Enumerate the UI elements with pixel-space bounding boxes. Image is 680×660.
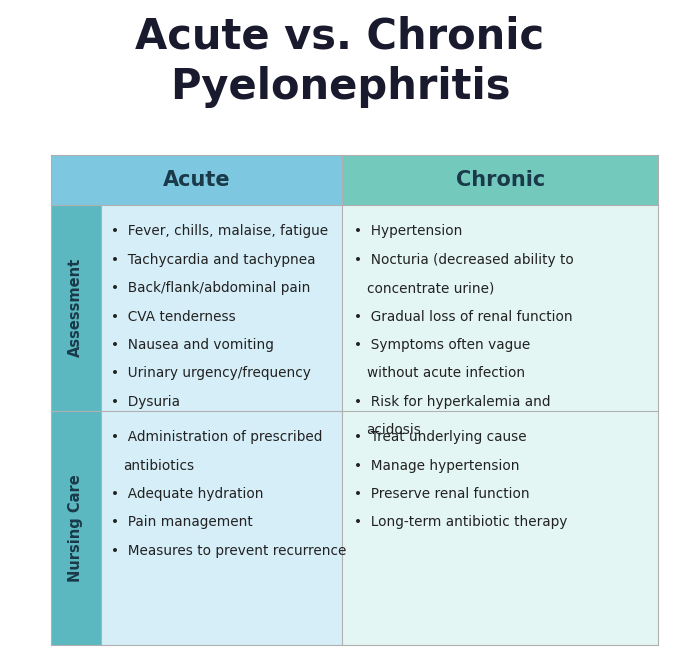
Text: without acute infection: without acute infection [367,366,525,380]
Bar [342,205,658,411]
Text: Assessment: Assessment [68,258,84,357]
Text: Acute vs. Chronic: Acute vs. Chronic [135,15,545,57]
Text: •  Treat underlying cause: • Treat underlying cause [354,430,527,444]
Text: concentrate urine): concentrate urine) [367,281,494,295]
Bar [342,411,658,645]
Text: Acute: Acute [163,170,231,190]
Text: Nursing Care: Nursing Care [68,474,84,582]
Bar [101,411,342,645]
Text: •  Risk for hyperkalemia and: • Risk for hyperkalemia and [354,395,551,409]
Text: •  Long-term antibiotic therapy: • Long-term antibiotic therapy [354,515,568,529]
Text: •  Symptoms often vague: • Symptoms often vague [354,338,530,352]
Text: •  Preserve renal function: • Preserve renal function [354,487,530,501]
Text: •  Nausea and vomiting: • Nausea and vomiting [111,338,274,352]
Text: acidosis: acidosis [367,423,422,437]
Bar [51,205,101,411]
Text: •  CVA tenderness: • CVA tenderness [111,310,235,323]
Text: Chronic: Chronic [456,170,545,190]
Bar [51,155,342,205]
Text: •  Urinary urgency/frequency: • Urinary urgency/frequency [111,366,311,380]
Text: •  Back/flank/abdominal pain: • Back/flank/abdominal pain [111,281,310,295]
Text: •  Pain management: • Pain management [111,515,252,529]
Text: antibiotics: antibiotics [123,459,194,473]
Text: •  Fever, chills, malaise, fatigue: • Fever, chills, malaise, fatigue [111,224,328,238]
Text: •  Hypertension: • Hypertension [354,224,462,238]
Text: •  Tachycardia and tachypnea: • Tachycardia and tachypnea [111,253,316,267]
Bar [51,411,101,645]
Text: •  Gradual loss of renal function: • Gradual loss of renal function [354,310,573,323]
Text: •  Measures to prevent recurrence: • Measures to prevent recurrence [111,544,346,558]
Text: •  Administration of prescribed: • Administration of prescribed [111,430,322,444]
Bar [101,205,342,411]
Text: Pyelonephritis: Pyelonephritis [170,66,510,108]
Text: •  Manage hypertension: • Manage hypertension [354,459,520,473]
Bar [342,155,658,205]
Text: •  Nocturia (decreased ability to: • Nocturia (decreased ability to [354,253,574,267]
Text: •  Adequate hydration: • Adequate hydration [111,487,263,501]
Text: •  Dysuria: • Dysuria [111,395,180,409]
